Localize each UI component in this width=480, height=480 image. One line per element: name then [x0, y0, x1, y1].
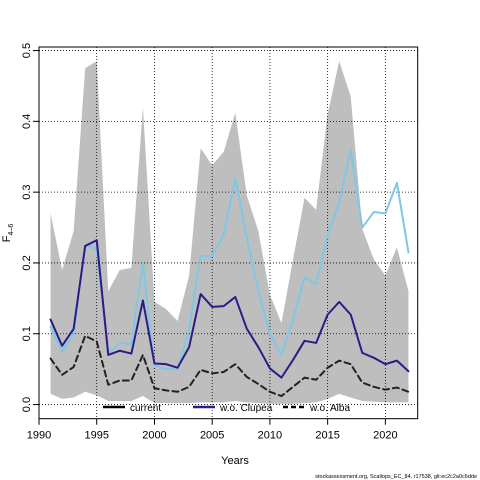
x-tick-label: 2010 [258, 430, 282, 442]
series-layer [49, 148, 410, 398]
series-line-w-o-alba [49, 148, 410, 371]
y-axis-label-subscript: 4–6 [8, 224, 15, 236]
y-tick-label: 0.1 [21, 326, 33, 341]
x-axis-label: Years [221, 455, 249, 467]
legend-label-w-o-alba: w.o. Alba [309, 403, 350, 414]
series-line-w-o-clupea [49, 239, 410, 379]
y-axis-label-main: F [1, 235, 13, 242]
x-tick-label: 2020 [373, 430, 397, 442]
x-tick-label: 1995 [84, 430, 108, 442]
footer-source: stockassessment.org, Scallops_EC_84, r17… [315, 474, 477, 480]
x-tick-label: 2015 [315, 430, 339, 442]
series-line-current [49, 334, 410, 398]
y-tick-label: 0.0 [21, 397, 33, 412]
x-tick-label: 2000 [142, 430, 166, 442]
y-tick-label: 0.3 [21, 184, 33, 199]
y-axis-label: F4–6 [1, 224, 15, 243]
y-tick-label: 0.5 [21, 43, 33, 58]
legend: current w.o. Clupea w.o. Alba [103, 403, 350, 414]
y-tick-label: 0.4 [21, 114, 33, 129]
axis-layer: 1990 1995 2000 2005 2010 2015 2020 0.0 0.1 0.2 0.3… [21, 43, 398, 442]
legend-label-current: current [130, 403, 161, 414]
y-tick-label: 0.2 [21, 255, 33, 270]
x-tick-label: 1990 [27, 430, 51, 442]
x-tick-label: 2005 [200, 430, 224, 442]
legend-label-w-o-clupea: w.o. Clupea [219, 403, 273, 414]
plot-frame [38, 46, 419, 420]
